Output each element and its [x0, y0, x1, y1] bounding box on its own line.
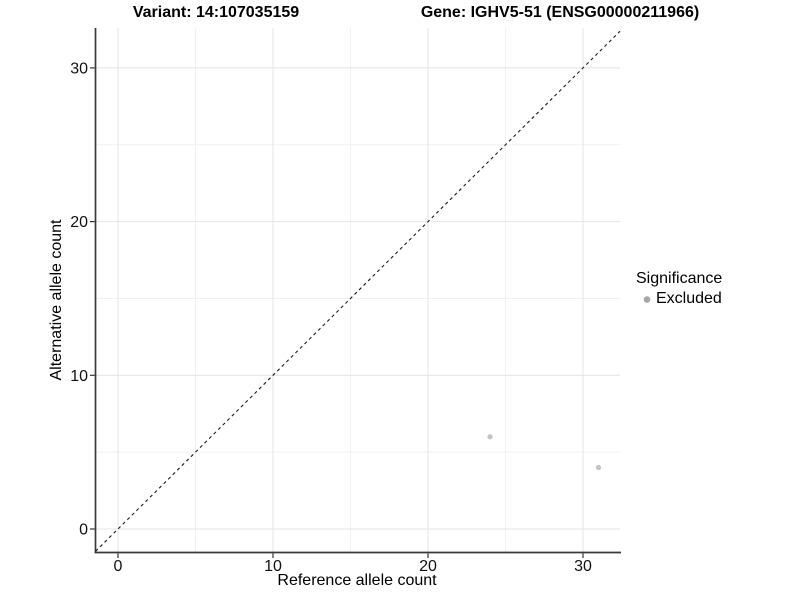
identity-reference-line [95, 30, 621, 552]
legend-item-label: Excluded [656, 290, 722, 307]
y-tick-label: 30 [70, 60, 88, 77]
y-tick-label: 0 [79, 522, 88, 539]
x-tick-label: 30 [574, 558, 592, 575]
scatter-point [595, 464, 602, 471]
gridlines-minor [95, 28, 620, 553]
axis-lines [94, 28, 621, 554]
x-tick-label: 10 [264, 558, 282, 575]
legend-marker-dot [643, 296, 651, 303]
axis-tick-labels: 0 10 20 30 0 10 20 30 [70, 60, 592, 575]
plot-title-variant: Variant: 14:107035159 [132, 4, 300, 21]
x-axis-title: Reference allele count [277, 572, 437, 589]
x-tick-label: 0 [114, 558, 123, 575]
y-axis-title: Alternative allele count [48, 219, 65, 381]
y-tick-label: 20 [70, 214, 88, 231]
y-tick-label: 10 [70, 368, 88, 385]
x-tick-label: 20 [419, 558, 437, 575]
identity-dashed-line [95, 30, 621, 552]
scatter-point [487, 434, 493, 440]
axis-tick-marks [90, 67, 584, 558]
plot-title-gene: Gene: IGHV5-51 (ENSG00000211966) [420, 4, 700, 21]
gridlines-major [95, 28, 620, 553]
legend-title: Significance [636, 270, 723, 287]
legend-marker [643, 296, 651, 303]
data-points [487, 434, 602, 471]
